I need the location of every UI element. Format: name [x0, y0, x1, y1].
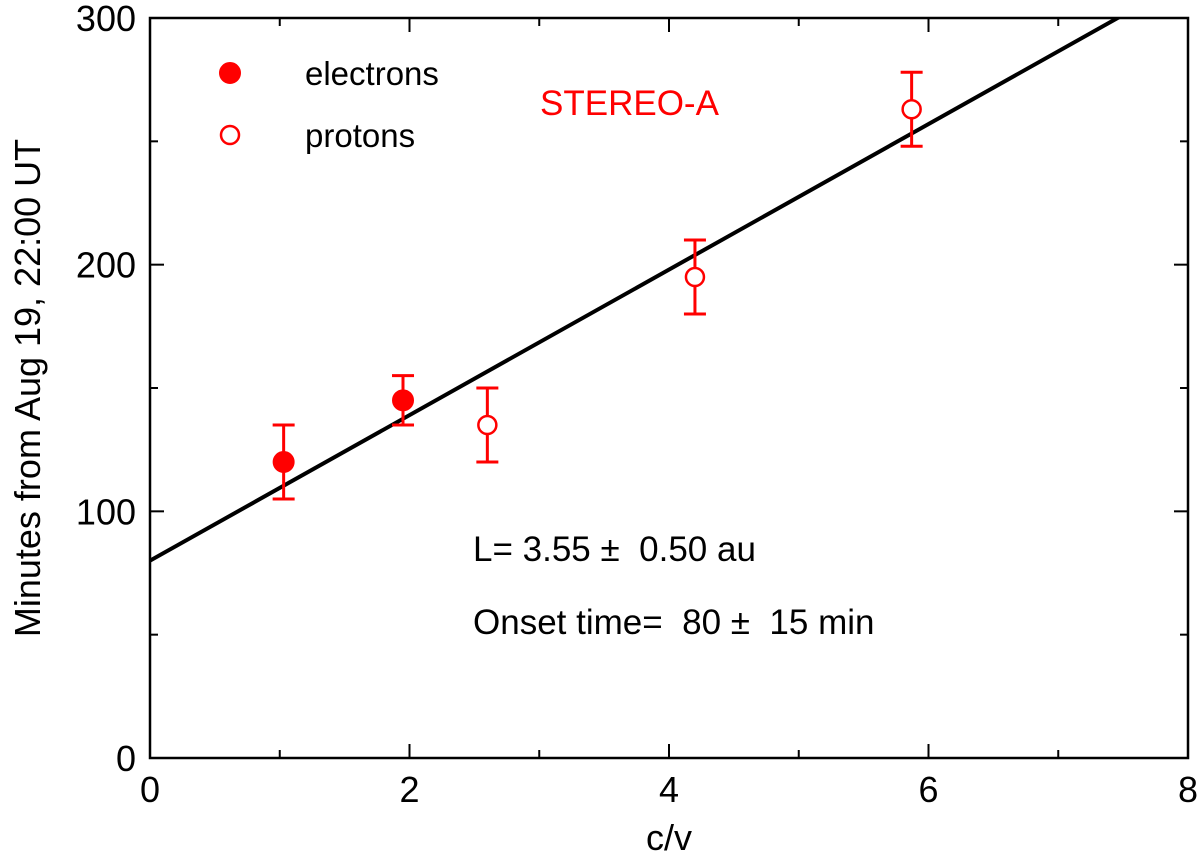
path-length-annotation: L= 3.55 ± 0.50 au [473, 530, 756, 569]
legend: electrons protons [219, 55, 439, 154]
x-tick-label: 0 [140, 769, 160, 810]
x-tick-label: 8 [1178, 769, 1198, 810]
legend-protons-marker [219, 124, 241, 146]
electrons-point [392, 389, 415, 412]
fit-line [150, 18, 1122, 563]
legend-electrons-label: electrons [305, 55, 439, 92]
y-tick-label: 200 [76, 245, 136, 286]
y-tick-label: 0 [116, 738, 136, 779]
fit-line-group [150, 18, 1122, 563]
legend-electrons-marker [219, 62, 241, 84]
data-points [272, 70, 923, 501]
onset-time-annotation: Onset time= 80 ± 15 min [473, 603, 874, 642]
x-tick-label: 4 [659, 769, 679, 810]
protons-point [477, 414, 498, 436]
axis-ticks [149, 17, 1189, 759]
x-tick-label: 6 [918, 769, 938, 810]
protons-point [684, 266, 706, 288]
x-axis-label: c/v [646, 817, 692, 858]
electrons-point [272, 451, 295, 473]
instrument-label: STEREO-A [540, 84, 720, 123]
x-tick-label: 2 [399, 769, 419, 810]
y-axis-label: Minutes from Aug 19, 22:00 UT [7, 139, 48, 637]
legend-protons-label: protons [305, 117, 415, 154]
y-tick-label: 300 [76, 0, 136, 39]
y-tick-label: 100 [76, 491, 136, 532]
tick-labels: 0 2 4 6 8 0 100 200 300 [76, 0, 1198, 810]
protons-point [901, 99, 922, 120]
